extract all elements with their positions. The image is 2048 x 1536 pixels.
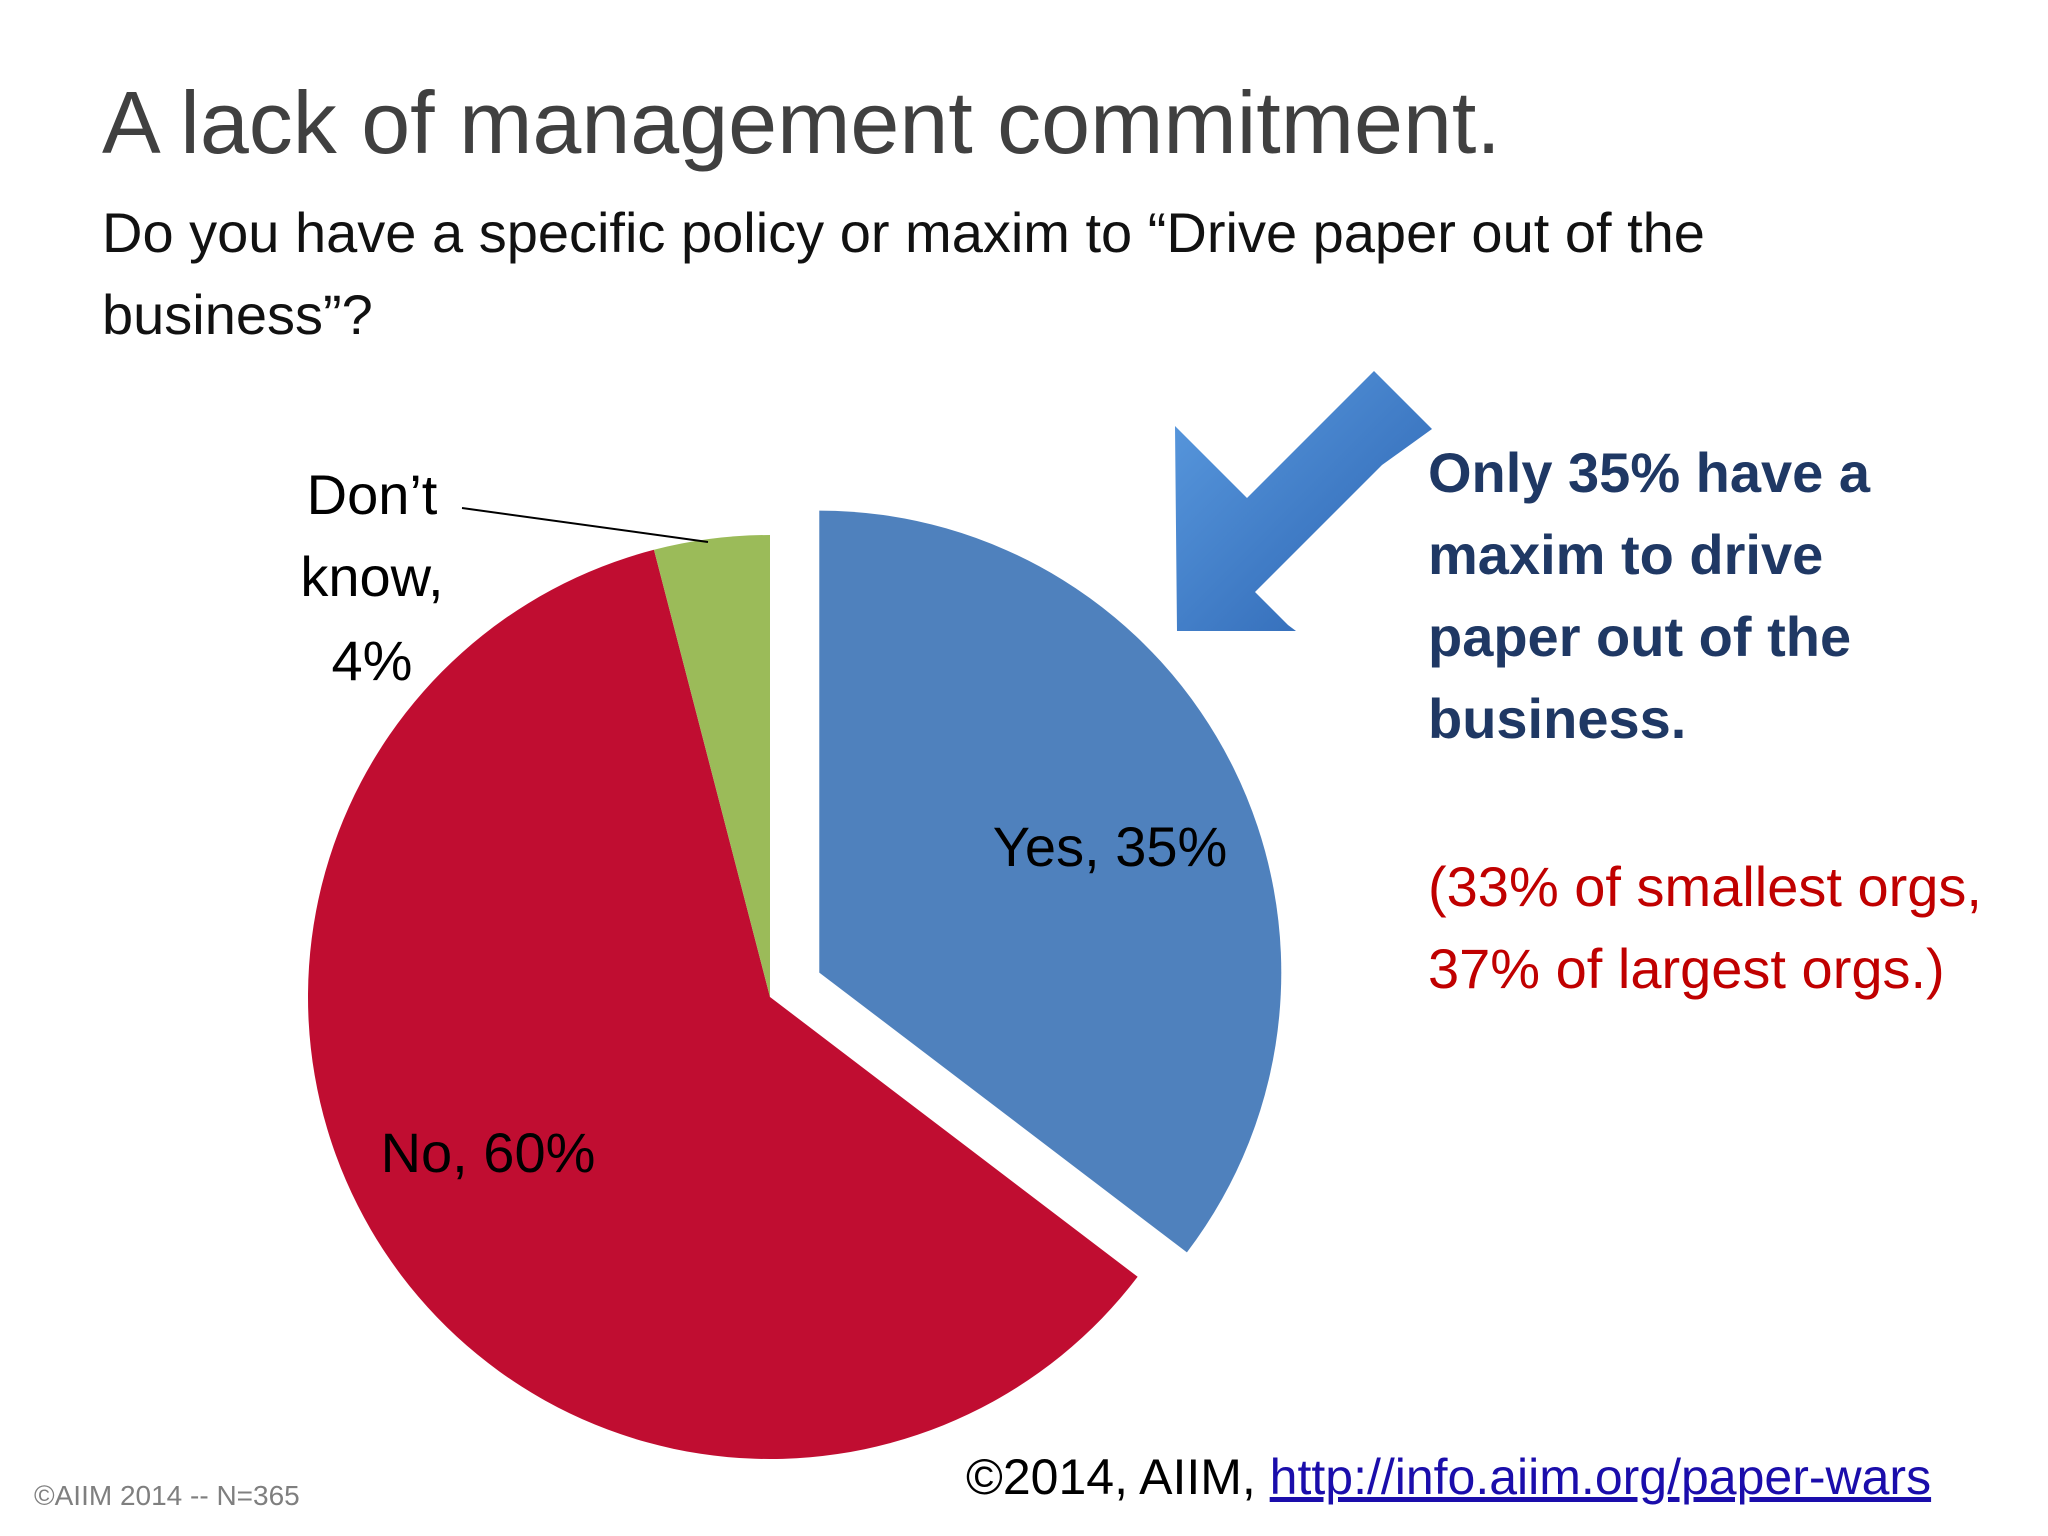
arrow-down-left-icon <box>1175 371 1432 631</box>
callout-main-text: Only 35% have a maxim to drive paper out… <box>1428 441 1871 750</box>
slice-label-no: No, 60% <box>381 1121 596 1184</box>
pie-slice-yes <box>819 510 1282 1253</box>
slide-title: A lack of management commitment. <box>102 73 1501 172</box>
slice-label-yes: Yes, 35% <box>993 815 1228 878</box>
footer-copyright-prefix: ©2014, AIIM, <box>966 1449 1270 1505</box>
slide-subtitle: Do you have a specific policy or maxim t… <box>102 201 1705 346</box>
callout-sub-text: (33% of smallest orgs, 37% of largest or… <box>1428 855 1982 1000</box>
dont-know-leader-line <box>461 507 709 543</box>
footer-copyright-right: ©2014, AIIM, http://info.aiim.org/paper-… <box>966 1448 1931 1506</box>
pie-slice-dont-know <box>653 535 770 997</box>
footer-copyright-left: ©AIIM 2014 -- N=365 <box>34 1480 300 1511</box>
slice-label-dont-know: Don’t know, 4% <box>300 463 443 692</box>
pie-slices <box>308 510 1282 1459</box>
pie-slice-no <box>308 549 1138 1459</box>
paper-wars-link[interactable]: http://info.aiim.org/paper-wars <box>1269 1449 1932 1505</box>
